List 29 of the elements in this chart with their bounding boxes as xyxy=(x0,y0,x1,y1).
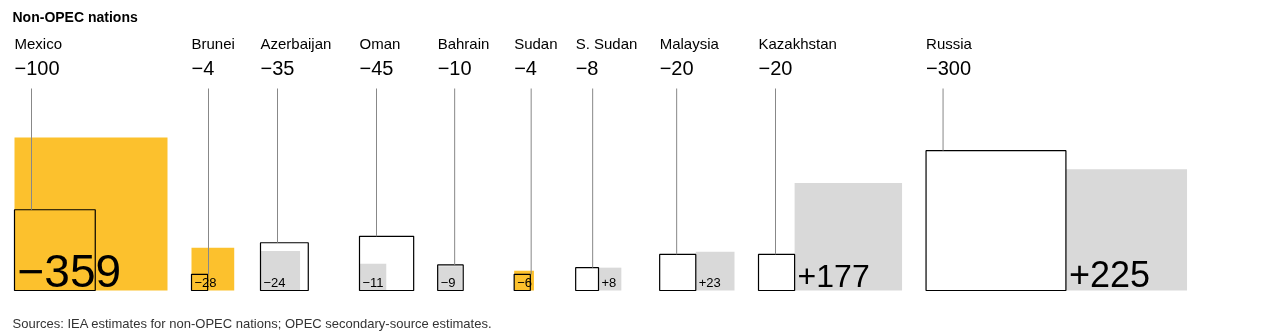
data-label: −300 xyxy=(926,56,972,79)
data-label: −9 xyxy=(440,274,456,290)
data-label: −20 xyxy=(758,56,793,79)
data-label: −8 xyxy=(575,56,599,79)
category-label: Russia xyxy=(926,34,973,52)
data-label: −100 xyxy=(14,56,60,79)
category-label: Kazakhstan xyxy=(758,34,837,52)
category-label: Mexico xyxy=(14,34,63,52)
data-label: −4 xyxy=(514,56,537,79)
data-label: −35 xyxy=(260,56,295,79)
data-label: −11 xyxy=(362,274,384,290)
category-label: Bahrain xyxy=(437,34,490,52)
data-label: +225 xyxy=(1068,253,1151,295)
category-label: Malaysia xyxy=(659,34,720,52)
category-label: S. Sudan xyxy=(575,34,638,52)
data-label: −20 xyxy=(659,56,694,79)
data-label: −45 xyxy=(359,56,394,79)
data-label: +8 xyxy=(601,274,617,290)
category-label: Brunei xyxy=(191,34,235,52)
category-label: Azerbaijan xyxy=(260,34,332,52)
data-label: −4 xyxy=(191,56,215,79)
source-note: Sources: IEA estimates for non-OPEC nations; OPEC secondary-source estimates. xyxy=(12,315,492,331)
category-label: Oman xyxy=(359,34,401,52)
category-label: Sudan xyxy=(514,34,558,52)
data-label: +23 xyxy=(698,274,721,290)
text: Non-OPEC nations xyxy=(12,8,138,25)
data-label: −10 xyxy=(437,56,472,79)
data-label: +177 xyxy=(797,257,870,294)
data-label: −24 xyxy=(263,274,286,290)
